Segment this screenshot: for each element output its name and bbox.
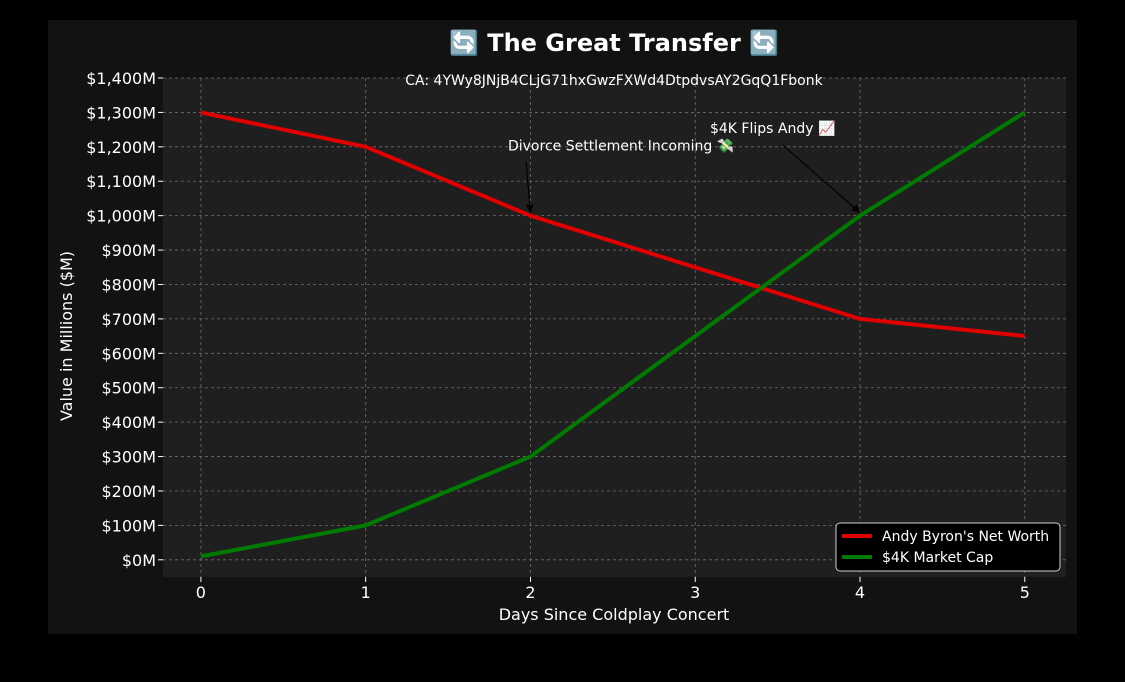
annotation: Divorce Settlement Incoming 💸	[508, 137, 734, 213]
y-tick-label: $300M	[101, 448, 156, 467]
series-lines	[200, 110, 1026, 559]
annotation-arrow	[782, 144, 861, 214]
annotation-arrowhead	[851, 204, 861, 213]
annotation-label: $4K Flips Andy 📈	[710, 120, 835, 137]
y-axis-label: Value in Millions ($M)	[57, 251, 76, 421]
x-tick-label: 4	[855, 583, 865, 602]
annotation-label: Divorce Settlement Incoming 💸	[508, 137, 734, 154]
chart-subtitle: CA: 4YWy8JNjB4CLjG71hxGwzFXWd4DtpdvsAY2G…	[405, 73, 823, 89]
chart-title: 🔄 The Great Transfer 🔄	[449, 29, 779, 57]
y-tick-label: $400M	[101, 413, 156, 432]
y-tick-label: $700M	[101, 310, 156, 329]
plot-area	[163, 78, 1066, 577]
x-tick-label: 3	[690, 583, 700, 602]
y-tick-label: $1,000M	[86, 207, 156, 226]
y-tick-label: $500M	[101, 379, 156, 398]
x-axis-label: Days Since Coldplay Concert	[499, 605, 730, 624]
x-tick-label: 2	[525, 583, 535, 602]
annotation: $4K Flips Andy 📈	[710, 120, 861, 214]
annotation-arrow	[525, 162, 532, 213]
y-tick-label: $200M	[101, 482, 156, 501]
y-tick-label: $1,300M	[86, 103, 156, 122]
annotations: Divorce Settlement Incoming 💸$4K Flips A…	[508, 120, 861, 214]
y-tick-label: $0M	[122, 551, 156, 570]
legend-label-market-cap: $4K Market Cap	[882, 550, 993, 566]
y-tick-label: $1,100M	[86, 172, 156, 191]
y-axis-ticks: $0M $100M $200M $300M $400M $500M $600M $700M $8…	[86, 69, 163, 570]
legend-label-net-worth: Andy Byron's Net Worth	[882, 529, 1049, 545]
y-tick-label: $1,200M	[86, 138, 156, 157]
grid-lines	[163, 77, 1066, 577]
x-tick-label: 5	[1020, 583, 1030, 602]
legend: Andy Byron's Net Worth $4K Market Cap	[835, 522, 1061, 572]
x-axis-ticks: 0 1 2 3 4 5	[196, 577, 1030, 602]
y-tick-label: $800M	[101, 275, 156, 294]
x-tick-label: 0	[196, 583, 206, 602]
legend-box	[835, 522, 1061, 572]
y-tick-label: $600M	[101, 344, 156, 363]
y-tick-label: $900M	[101, 241, 156, 260]
annotation-arrowhead	[525, 204, 534, 213]
y-tick-label: $1,400M	[86, 69, 156, 88]
market-cap-line	[200, 110, 1026, 559]
net-worth-line	[200, 110, 1026, 339]
y-tick-label: $100M	[101, 516, 156, 535]
x-tick-label: 1	[361, 583, 371, 602]
